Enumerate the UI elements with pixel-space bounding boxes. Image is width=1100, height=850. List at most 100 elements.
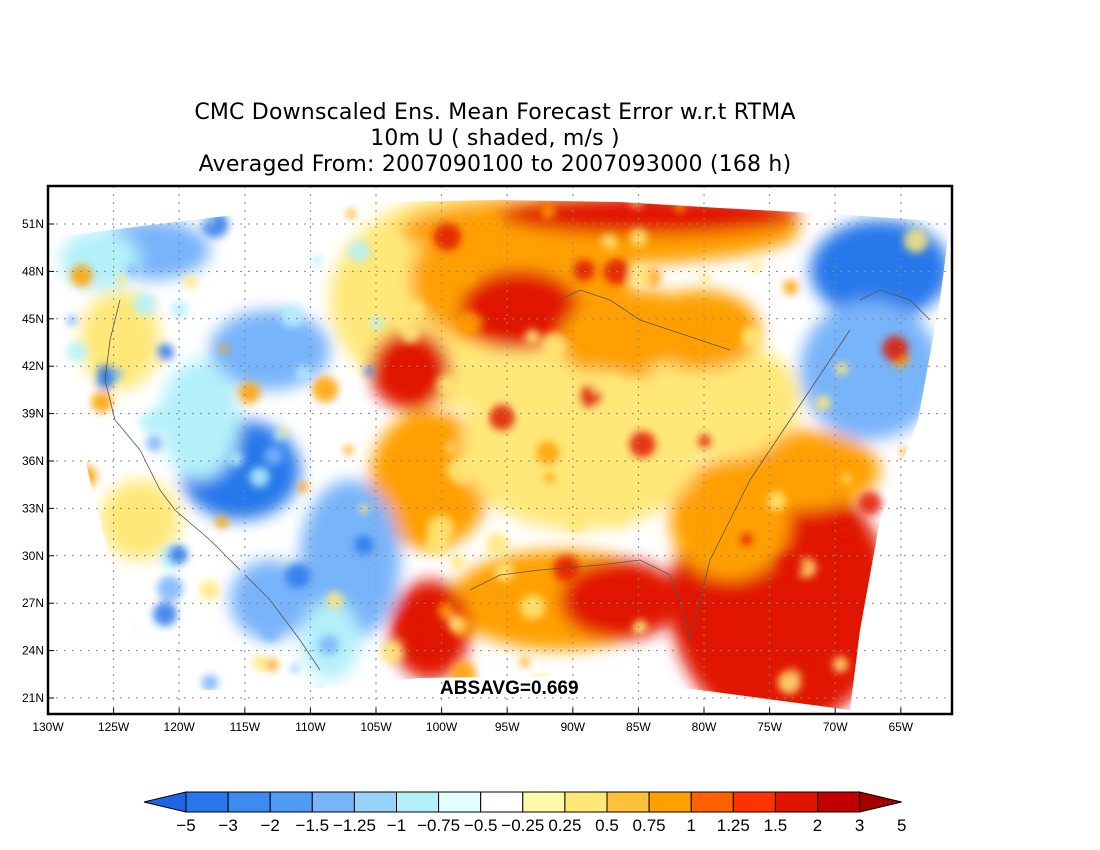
error-cell — [265, 658, 279, 672]
lon-label: 125W — [98, 720, 130, 734]
error-cell — [91, 391, 113, 413]
colorbar — [143, 791, 902, 813]
error-cell — [761, 397, 772, 407]
error-cell — [380, 640, 404, 664]
shaded-field — [48, 200, 950, 710]
error-cell — [841, 473, 852, 484]
error-cell — [464, 451, 486, 474]
error-cell — [348, 240, 371, 263]
error-cell — [629, 228, 648, 247]
error-cell — [573, 259, 595, 282]
error-cell — [600, 243, 611, 254]
error-cell — [486, 532, 510, 557]
error-cell — [312, 255, 323, 266]
colorbar-label: −5 — [176, 816, 195, 835]
mexico-west-coastline — [244, 574, 321, 671]
error-cell — [314, 685, 324, 694]
error-cell — [297, 481, 309, 493]
error-cell — [836, 521, 852, 537]
colorbar-label: −0.75 — [417, 816, 460, 835]
error-region — [640, 340, 800, 460]
error-cell — [642, 200, 655, 208]
colorbar-swatch — [353, 791, 397, 813]
colorbar-swatch — [564, 791, 608, 813]
error-cell — [123, 626, 133, 637]
error-cell — [312, 376, 339, 403]
colorbar-swatch — [438, 791, 482, 813]
error-cell — [263, 446, 284, 466]
error-cell — [489, 404, 515, 431]
pacific-coastline — [104, 299, 241, 571]
error-cell — [285, 563, 311, 589]
lon-label: 85W — [626, 720, 651, 734]
colorbar-swatch — [648, 791, 692, 813]
colorbar-label: −0.25 — [501, 816, 544, 835]
error-cell — [882, 335, 909, 362]
great-lakes-outline — [559, 289, 731, 351]
lat-label: 39N — [22, 407, 44, 421]
colorbar-label: −2 — [261, 816, 280, 835]
title-line-3: Averaged From: 2007090100 to 2007093000 … — [198, 152, 792, 177]
error-cell — [487, 218, 502, 233]
colorbar-label: 2 — [813, 816, 822, 835]
colorbar-swatch — [227, 791, 271, 813]
error-cell — [146, 435, 163, 452]
error-cell — [168, 544, 188, 565]
error-cell — [835, 362, 849, 376]
error-cell — [261, 624, 279, 642]
error-cell — [318, 634, 339, 655]
error-cell — [903, 228, 929, 253]
colorbar-label: 0.75 — [633, 816, 666, 835]
error-cell — [832, 656, 849, 673]
error-cell — [346, 208, 356, 219]
error-cell — [740, 533, 753, 546]
error-cell — [100, 316, 119, 335]
colorbar-swatch — [185, 791, 229, 813]
error-cell — [157, 343, 174, 361]
lat-label: 45N — [22, 312, 44, 326]
error-region — [560, 560, 680, 640]
error-cell — [74, 465, 97, 488]
error-cell — [157, 575, 184, 602]
error-cell — [519, 657, 530, 668]
colorbar-label: 0.25 — [548, 816, 581, 835]
lon-label: 65W — [888, 720, 913, 734]
error-cell — [418, 458, 440, 481]
error-cell — [152, 602, 178, 627]
colorbar-swatch — [311, 791, 355, 813]
map-title: CMC Downscaled Ens. Mean Forecast Error … — [0, 100, 990, 178]
error-cell — [629, 264, 651, 287]
lat-label: 33N — [22, 501, 44, 515]
error-cell — [458, 267, 477, 286]
error-cell — [133, 292, 158, 317]
colorbar-label: 3 — [855, 816, 864, 835]
error-region — [80, 290, 160, 390]
error-cell — [750, 261, 762, 273]
lon-label: 100W — [426, 720, 458, 734]
error-cell — [139, 410, 163, 434]
error-cell — [680, 619, 696, 635]
error-cell — [535, 356, 547, 368]
error-cell — [449, 554, 465, 570]
error-cell — [632, 622, 645, 635]
colorbar-swatch — [732, 791, 776, 813]
error-cell — [629, 431, 656, 458]
colorbar-swatch — [396, 791, 440, 813]
title-line-1: CMC Downscaled Ens. Mean Forecast Error … — [194, 100, 796, 125]
error-cell — [486, 469, 497, 480]
error-cell — [541, 332, 567, 357]
error-cell — [408, 301, 425, 318]
error-cell — [203, 213, 214, 224]
error-cell — [519, 401, 530, 412]
error-cell — [684, 506, 698, 520]
error-cell — [437, 375, 457, 395]
colorbar-label: 1.25 — [717, 816, 750, 835]
error-cell — [290, 664, 299, 673]
error-cell — [66, 341, 88, 362]
error-cell — [592, 402, 611, 421]
error-cell — [900, 447, 909, 457]
error-cell — [326, 591, 344, 609]
error-cell — [219, 344, 229, 354]
colorbar-label: 5 — [897, 816, 906, 835]
